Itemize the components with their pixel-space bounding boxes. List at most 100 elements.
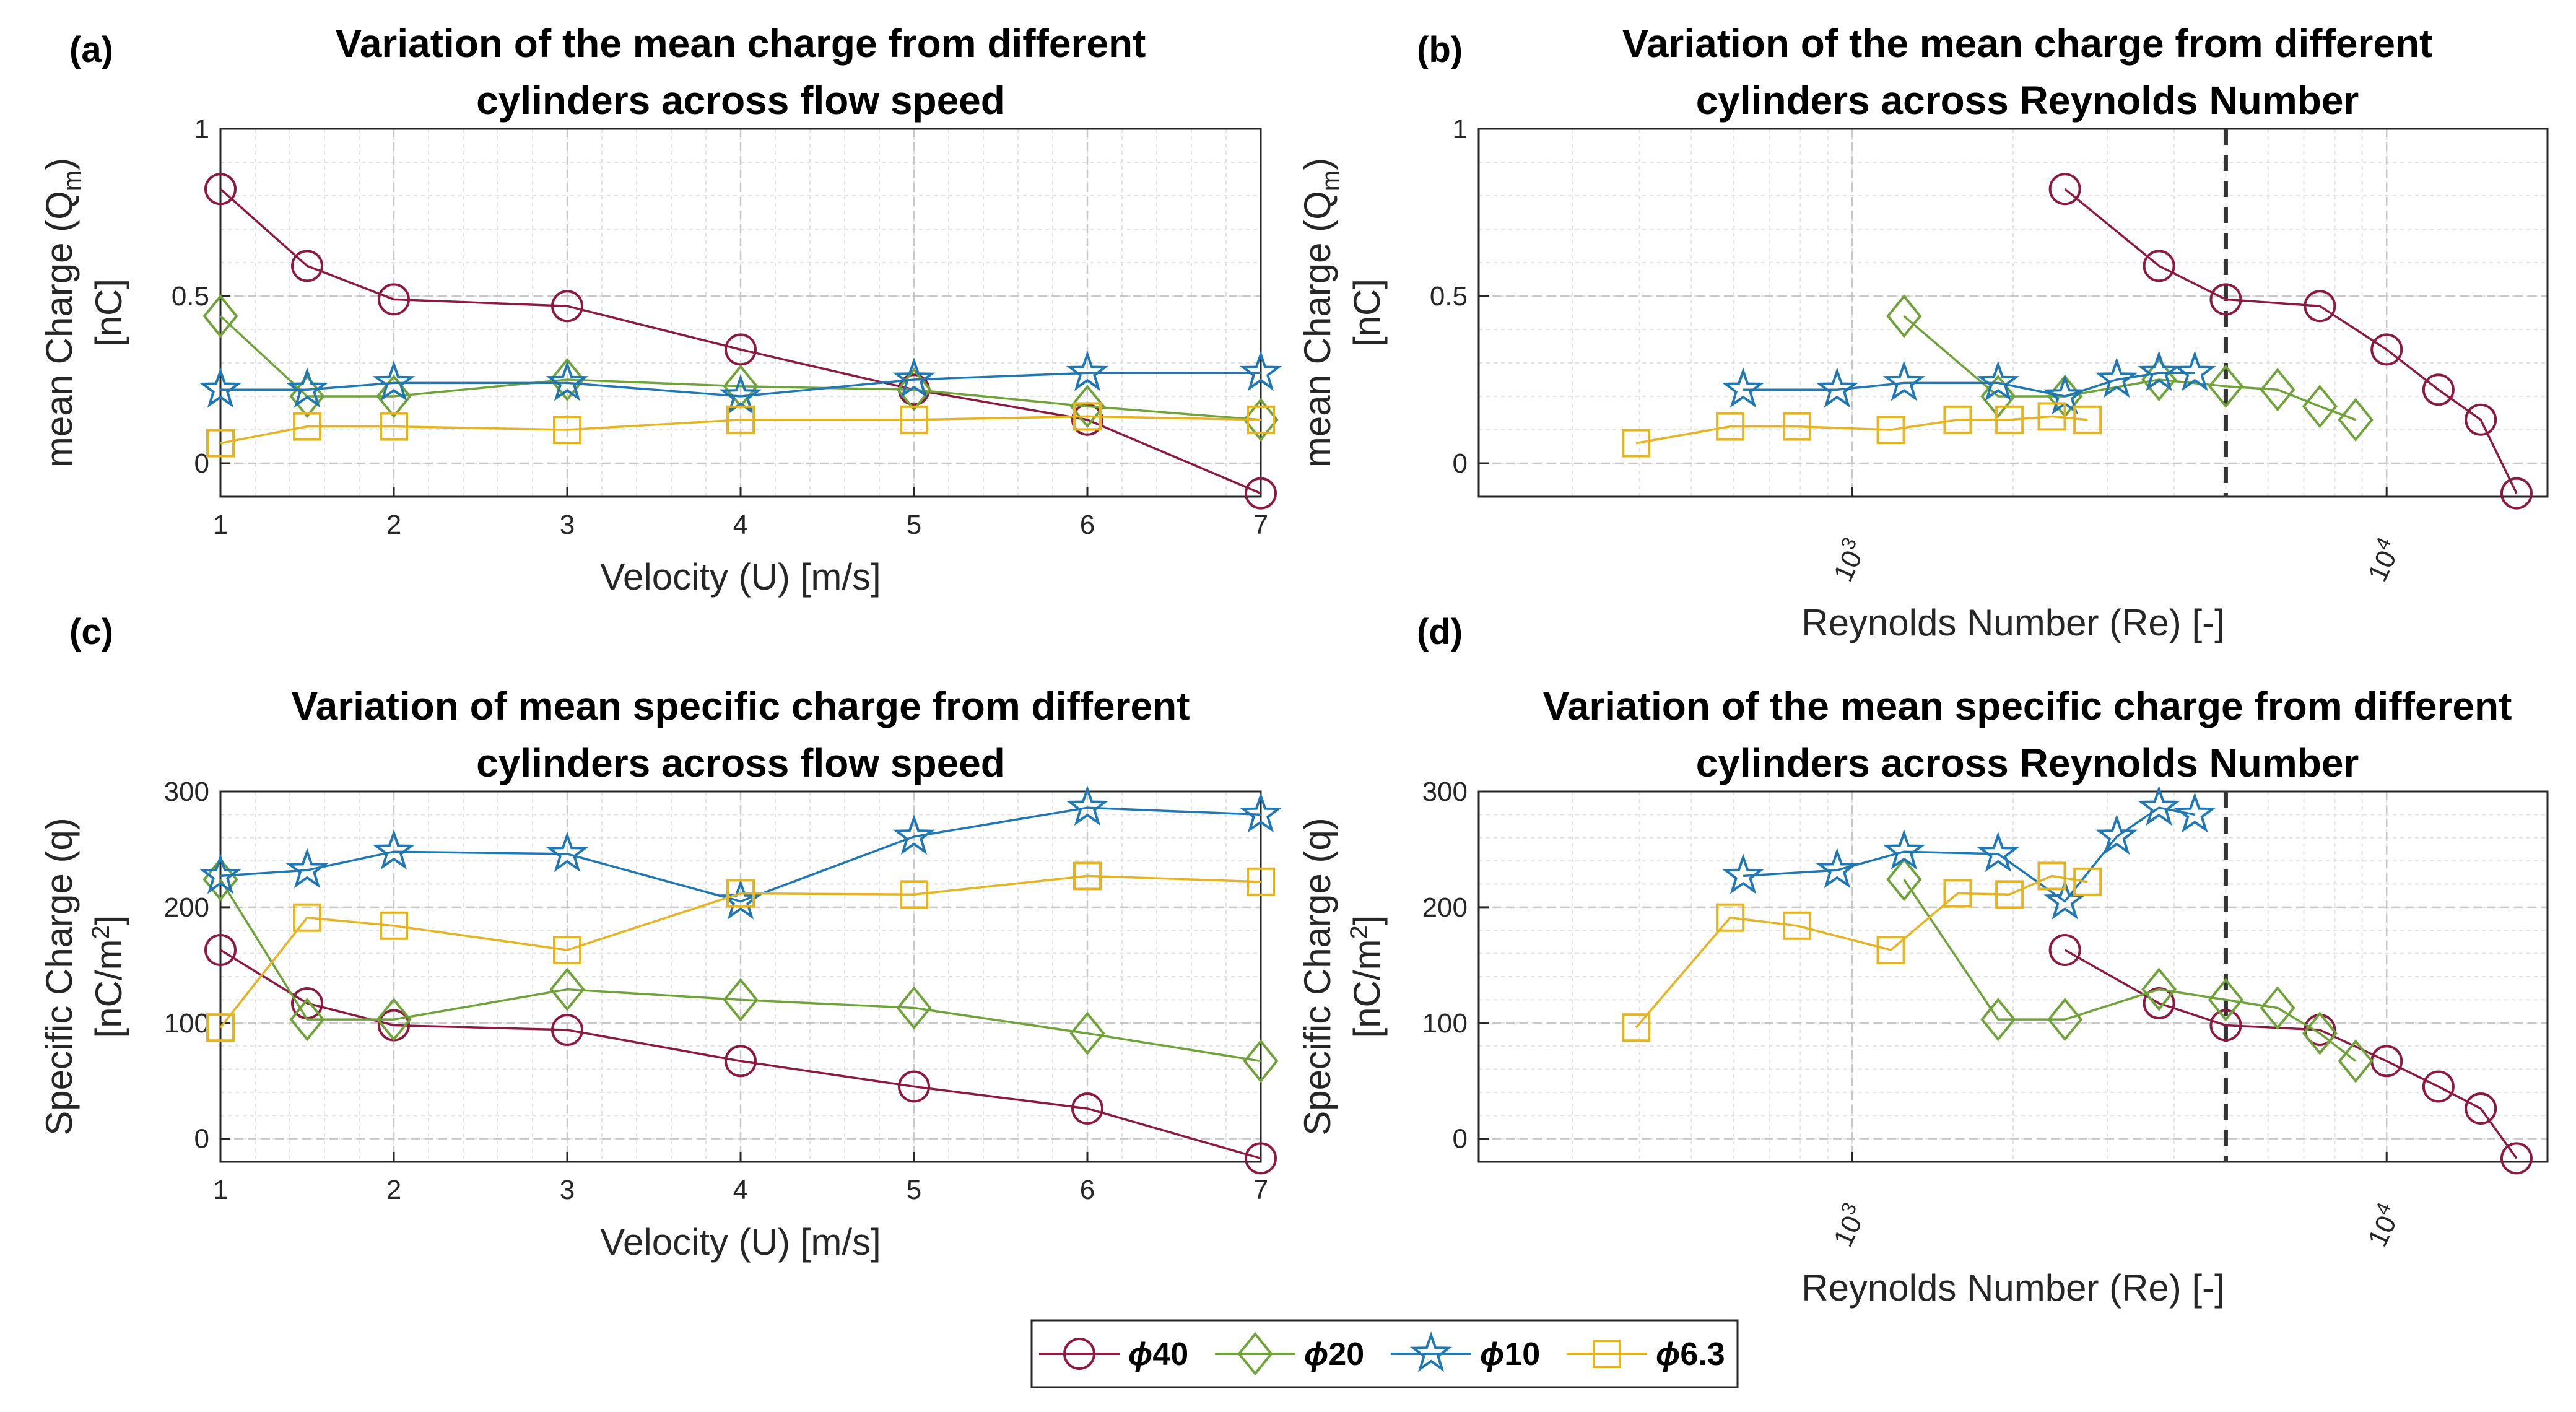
legend: ϕ40 ϕ20 ϕ10 ϕ6.3 <box>1030 1319 1739 1388</box>
data-point <box>2048 173 2081 206</box>
y-tick-label: 100 <box>164 1008 209 1039</box>
data-point <box>204 934 237 967</box>
data-point <box>1816 367 1859 408</box>
y-tick-label: 300 <box>1422 777 1468 807</box>
series-phi10 <box>199 351 1282 415</box>
data-point <box>2209 283 2242 316</box>
data-point <box>546 360 589 401</box>
data-point <box>372 360 416 401</box>
data-point <box>1721 367 1765 408</box>
series-line <box>219 874 1261 1029</box>
y-label-text: ) <box>1297 158 1338 170</box>
x-tick-label: 3 <box>560 1175 575 1205</box>
data-point <box>1943 879 1972 908</box>
data-point <box>2138 351 2180 391</box>
data-point <box>2422 373 2455 406</box>
data-point <box>376 374 412 419</box>
chart-title-line: Variation of mean specific charge from d… <box>291 684 1190 728</box>
y-unit-text: [nC/m <box>1346 939 1388 1038</box>
series-phi6-3 <box>1622 861 2102 1042</box>
chart-title-line: cylinders across Reynolds Number <box>1696 741 2359 785</box>
y-label-text: mean Charge (Q <box>38 191 80 468</box>
legend-entry: ϕ10 <box>1391 1331 1540 1372</box>
chart-title-line: Variation of the mean charge from differ… <box>1622 21 2433 66</box>
x-tick-label: 4 <box>733 1175 748 1205</box>
legend-marker-square-icon <box>1593 1340 1621 1368</box>
x-tick-label: 7 <box>1253 1175 1268 1205</box>
data-point <box>1069 385 1105 429</box>
y-unit-text: ] <box>88 915 129 926</box>
y-axis-label: Specific Charge (q) <box>38 817 80 1136</box>
y-tick-label: 0 <box>194 1124 209 1154</box>
series-line <box>1903 879 2357 1062</box>
chart-title: Variation of the mean charge from differ… <box>1622 21 2433 123</box>
legend-entry: ϕ40 <box>1039 1336 1188 1372</box>
series-line <box>219 315 1261 421</box>
data-point <box>724 333 757 366</box>
data-point <box>376 997 412 1042</box>
x-axis-label: Velocity (U) [m/s] <box>600 1221 881 1263</box>
series-phi40 <box>2048 173 2533 510</box>
y-label-subscript: m <box>59 170 86 191</box>
data-point <box>2500 477 2533 510</box>
data-point <box>289 997 325 1042</box>
data-point <box>2370 333 2403 366</box>
data-point <box>2141 967 2177 1011</box>
data-point <box>1066 351 1109 391</box>
data-point <box>2260 368 2295 412</box>
data-point <box>2143 250 2175 282</box>
y-ticks: 00.51 <box>1430 114 1489 479</box>
data-point <box>1243 398 1279 442</box>
data-point <box>291 250 323 282</box>
y-ticks: 0 100 200 300 <box>1422 777 1489 1154</box>
data-point <box>1995 880 2024 909</box>
data-point <box>1245 477 1277 510</box>
legend-symbol: ϕ <box>1480 1336 1504 1372</box>
data-point <box>719 373 762 415</box>
y-tick-label: 0 <box>1453 1124 1468 1154</box>
data-point <box>1243 1039 1279 1083</box>
data-point <box>1876 936 1905 965</box>
data-point <box>285 367 329 408</box>
x-tick-label: 6 <box>1080 510 1095 540</box>
y-tick-label: 0.5 <box>172 281 209 312</box>
data-point <box>726 405 755 434</box>
chart-title: Variation of the mean specific charge fr… <box>1543 684 2512 785</box>
data-point <box>293 903 321 932</box>
y-axis-unit: [nC] <box>88 279 129 347</box>
data-point <box>549 357 585 402</box>
y-axis-unit: [nC] <box>1346 279 1388 347</box>
data-point <box>372 829 416 870</box>
y-label-text: mean Charge (Q <box>1297 191 1338 468</box>
data-point <box>206 1013 235 1042</box>
data-point <box>546 831 589 873</box>
legend-marker-diamond-icon <box>1237 1331 1273 1376</box>
data-point <box>1943 405 1972 434</box>
data-point <box>1882 829 1926 870</box>
series-line <box>2064 188 2518 494</box>
y-ticks: 00.51 <box>172 114 230 479</box>
data-point <box>1622 429 1651 458</box>
data-point <box>204 173 237 206</box>
data-point <box>1977 831 2020 873</box>
data-point <box>551 1013 583 1046</box>
y-label-subscript: m <box>1317 170 1344 191</box>
data-point <box>1980 374 2016 419</box>
legend-entry: ϕ6.3 <box>1567 1336 1725 1372</box>
data-point <box>1782 911 1811 940</box>
y-tick-label: 100 <box>1422 1008 1468 1039</box>
data-point <box>2209 1009 2242 1042</box>
data-point <box>1239 351 1282 391</box>
y-unit-superscript: 2 <box>1346 925 1373 939</box>
chart-title: Variation of the mean charge from differ… <box>336 21 1146 123</box>
data-point <box>892 814 936 855</box>
series-phi10 <box>199 785 1282 920</box>
data-point <box>2073 867 2102 896</box>
data-point <box>1247 405 1275 434</box>
data-point <box>1622 1013 1651 1042</box>
series-line <box>220 372 1261 398</box>
y-axis-label: mean Charge (Qm) <box>1297 158 1344 468</box>
series-phi20 <box>202 857 1279 1083</box>
y-unit-text: [nC/m <box>88 939 129 1038</box>
data-point <box>1886 857 1922 902</box>
